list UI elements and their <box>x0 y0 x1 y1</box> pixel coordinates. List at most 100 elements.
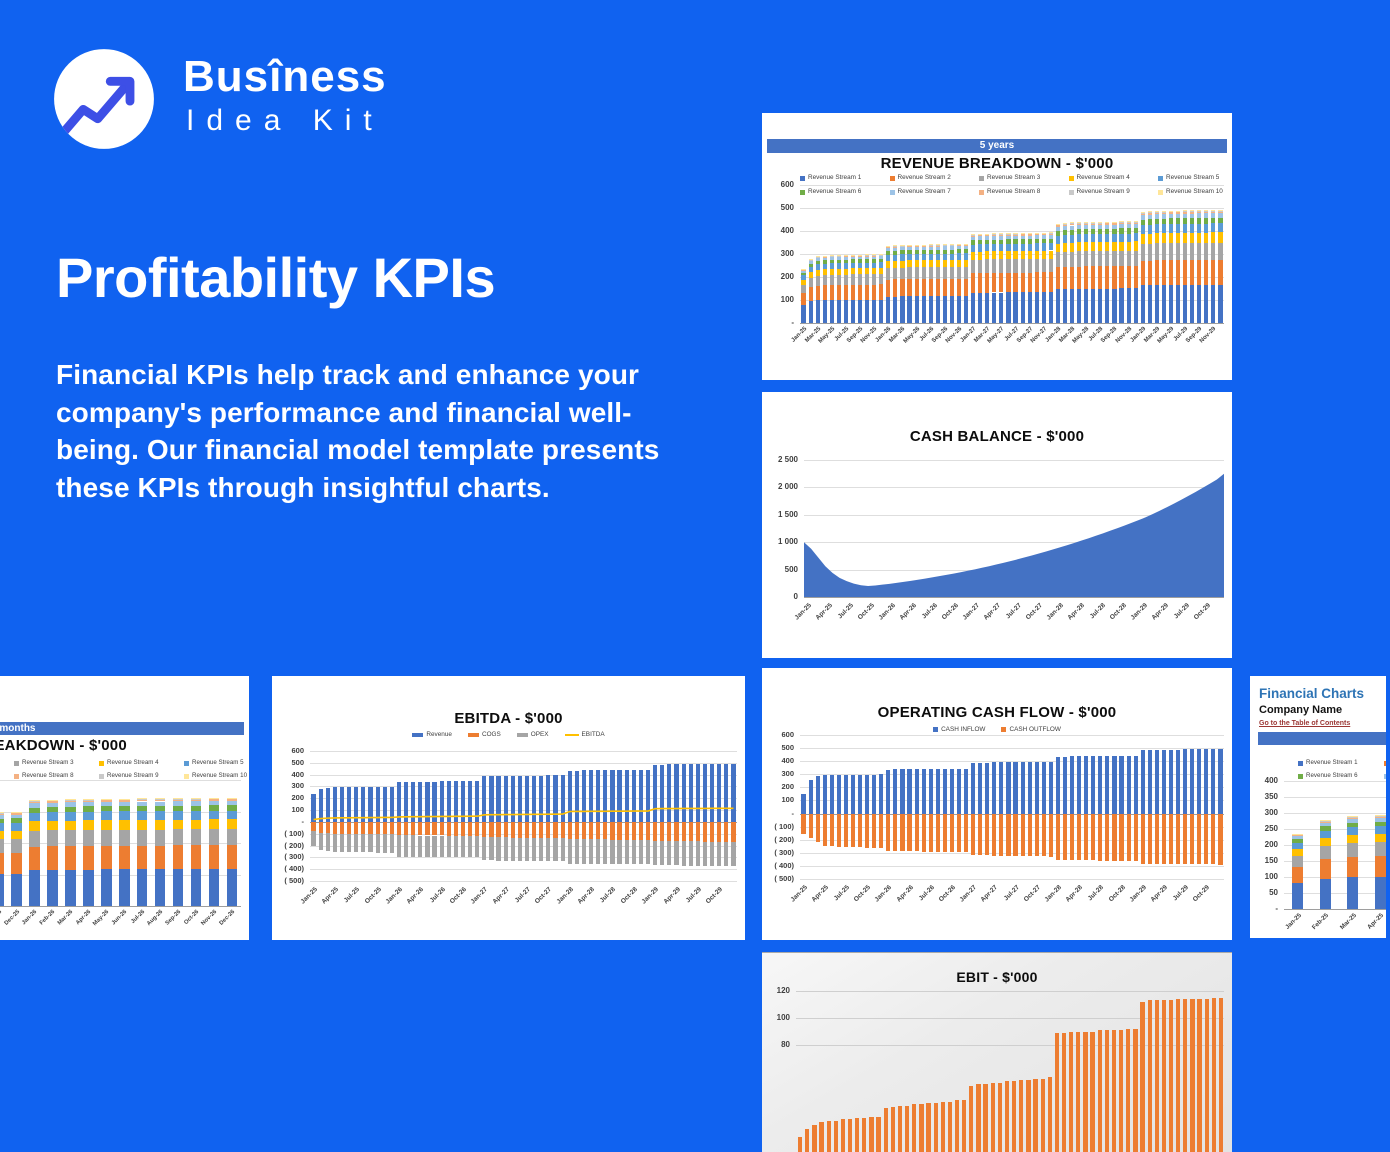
stacked-bar-segment <box>992 259 996 272</box>
stacked-bar-segment <box>922 260 926 267</box>
stacked-bar-segment <box>1211 212 1215 214</box>
gridline <box>800 323 1224 324</box>
stacked-bar-segment <box>1141 244 1145 261</box>
ebit-bar <box>969 1086 973 1152</box>
stacked-bar-segment <box>101 846 112 870</box>
stacked-bar-segment <box>47 821 58 831</box>
stacked-bar-segment <box>1070 226 1074 230</box>
ebit-bar <box>1162 1000 1166 1152</box>
stacked-bar-segment <box>101 800 112 802</box>
stacked-bar-segment <box>865 300 869 323</box>
stacked-bar-segment <box>0 831 4 839</box>
stacked-bar-segment <box>900 268 904 280</box>
stacked-bar-segment <box>83 800 94 801</box>
stacked-bar-segment <box>1049 251 1053 259</box>
stacked-bar-segment <box>191 798 202 799</box>
stacked-bar-segment <box>943 245 947 246</box>
stacked-bar-segment <box>1063 243 1067 252</box>
stacked-bar-segment <box>65 800 76 801</box>
stacked-bar-segment <box>1119 266 1123 288</box>
ebit-bar <box>926 1103 930 1152</box>
ebit-bar <box>1033 1079 1037 1152</box>
stacked-bar-segment <box>1218 285 1222 323</box>
outflow-bar <box>1042 814 1046 857</box>
gridline <box>800 787 1224 788</box>
table-of-contents-link[interactable]: Go to the Table of Contents <box>1259 720 1350 727</box>
stacked-bar-segment <box>964 253 968 259</box>
stacked-bar-segment <box>1197 218 1201 224</box>
inflow-bar <box>1148 750 1152 813</box>
stacked-bar-segment <box>971 273 975 293</box>
stacked-bar-segment <box>1105 234 1109 242</box>
y-axis-label: 300 <box>272 781 304 790</box>
stacked-bar-segment <box>992 273 996 293</box>
stacked-bar-segment <box>1134 224 1138 228</box>
stacked-bar-segment <box>1190 260 1194 285</box>
stacked-bar-segment <box>1292 834 1303 835</box>
legend-label: Revenue <box>426 731 452 738</box>
period-tab-5-years[interactable]: 5 years <box>767 139 1227 153</box>
stacked-bar-segment <box>1375 856 1386 877</box>
stacked-bar-segment <box>137 846 148 870</box>
stacked-bar-segment <box>1347 827 1358 834</box>
legend-marker-10 <box>184 774 189 779</box>
stacked-bar-segment <box>65 802 76 806</box>
ebit-bar <box>798 1137 802 1152</box>
inflow-bar <box>1063 757 1067 814</box>
stacked-bar-segment <box>922 250 926 254</box>
stacked-bar-segment <box>1056 236 1060 244</box>
stacked-bar-segment <box>1028 251 1032 259</box>
stacked-bar-segment <box>1119 234 1123 242</box>
stacked-bar-segment <box>1084 242 1088 251</box>
inflow-bar <box>1070 756 1074 813</box>
stacked-bar-segment <box>943 245 947 246</box>
stacked-bar-segment <box>1042 239 1046 244</box>
period-tab-clipped[interactable] <box>1258 732 1386 745</box>
stacked-bar-segment <box>879 274 883 284</box>
stacked-bar-segment <box>971 293 975 323</box>
stacked-bar-segment <box>957 267 961 279</box>
stacked-bar-segment <box>809 260 813 261</box>
stacked-bar-segment <box>1091 266 1095 288</box>
stacked-bar-segment <box>227 811 238 820</box>
stacked-bar-segment <box>823 256 827 257</box>
stacked-bar-segment <box>971 240 975 244</box>
stacked-bar-segment <box>964 267 968 279</box>
stacked-bar-segment <box>886 280 890 297</box>
stacked-bar-segment <box>209 798 220 799</box>
outflow-bar <box>1169 814 1173 865</box>
stacked-bar-segment <box>1169 224 1173 233</box>
stacked-bar-segment <box>1155 211 1159 212</box>
stacked-bar-segment <box>1190 212 1194 214</box>
inflow-bar <box>844 775 848 814</box>
stacked-bar-segment <box>943 244 947 245</box>
inflow-bar <box>1042 762 1046 813</box>
stacked-bar-segment <box>900 279 904 296</box>
stacked-bar-segment <box>985 293 989 323</box>
stacked-bar-segment <box>29 847 40 870</box>
outflow-bar <box>950 814 954 853</box>
stacked-bar-segment <box>971 252 975 260</box>
stacked-bar-segment <box>1070 289 1074 323</box>
inflow-bar <box>893 769 897 813</box>
stacked-bar-segment <box>872 259 876 262</box>
stacked-bar-segment <box>0 823 4 831</box>
stacked-bar-segment <box>872 268 876 274</box>
ebit-bar <box>1119 1030 1123 1152</box>
ebit-bar <box>1148 1000 1152 1152</box>
stacked-bar-segment <box>1127 221 1131 222</box>
stacked-bar-segment <box>830 257 834 260</box>
period-tab-24-months[interactable]: 24 months <box>0 722 244 735</box>
stacked-bar-segment <box>893 246 897 247</box>
stacked-bar-segment <box>1127 234 1131 242</box>
gridline <box>800 231 1224 232</box>
stacked-bar-segment <box>1091 225 1095 229</box>
cash-balance-area <box>804 460 1224 597</box>
stacked-bar-segment <box>1042 234 1046 235</box>
stacked-bar-segment <box>900 246 904 247</box>
stacked-bar-segment <box>1155 213 1159 215</box>
stacked-bar-segment <box>47 807 58 812</box>
stacked-bar-segment <box>83 806 94 811</box>
ebit-bar <box>1212 998 1216 1152</box>
stacked-bar-segment <box>1134 221 1138 222</box>
